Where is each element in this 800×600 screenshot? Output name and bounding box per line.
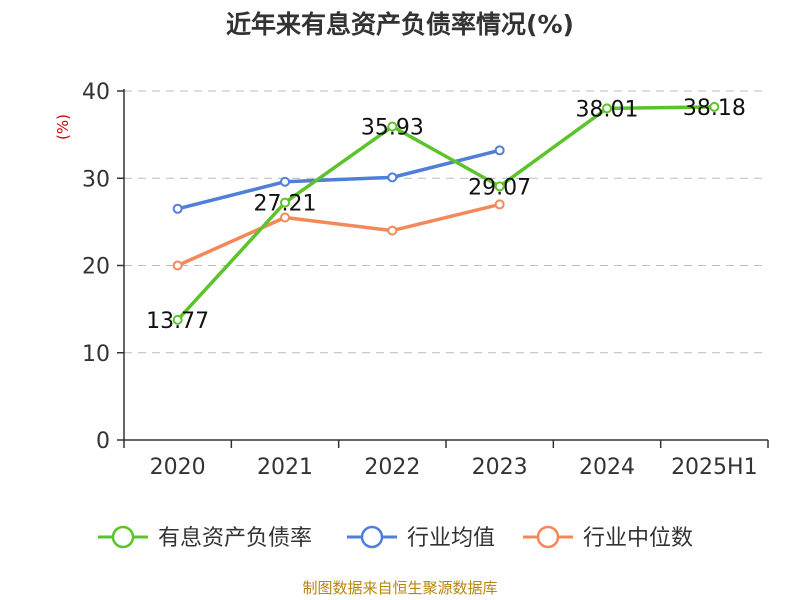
data-point xyxy=(280,197,290,208)
legend-label: 行业中位数 xyxy=(583,526,693,551)
series-layer: 13.77 27.21 35.93 29.07 38.01 38.18 xyxy=(146,96,746,334)
legend-item-2[interactable]: 行业中位数 xyxy=(523,525,693,551)
series-0 xyxy=(172,101,720,325)
legend-swatch-marker xyxy=(536,525,560,549)
x-tick-label: 2025H1 xyxy=(671,455,758,480)
data-point xyxy=(387,225,398,236)
x-tick-label: 2021 xyxy=(257,455,313,480)
data-label: 13.77 xyxy=(146,309,209,334)
legend-label: 行业均值 xyxy=(407,526,495,551)
series-line xyxy=(177,148,501,211)
data-label: 38.01 xyxy=(576,97,639,122)
y-tick-label: 10 xyxy=(82,342,110,367)
y-axis-label: (%) xyxy=(54,114,72,140)
x-tick-label: 2020 xyxy=(150,455,206,480)
data-label: 35.93 xyxy=(361,116,424,141)
data-point xyxy=(387,172,398,183)
y-tick-label: 0 xyxy=(96,429,110,454)
legend-item-0[interactable]: 有息资产负债率 xyxy=(98,525,312,551)
data-point xyxy=(172,314,183,325)
series-1 xyxy=(172,145,505,214)
data-label: 29.07 xyxy=(468,175,531,200)
legend-item-1[interactable]: 行业均值 xyxy=(347,525,495,551)
grid-lines xyxy=(124,90,768,354)
x-tick-label: 2022 xyxy=(364,455,420,480)
data-point xyxy=(387,121,398,132)
legend-swatch-marker xyxy=(111,525,135,549)
legend-swatch-marker xyxy=(360,525,384,549)
data-point xyxy=(172,203,183,214)
source-note: 制图数据来自恒生聚源数据库 xyxy=(302,579,497,597)
data-label: 38.18 xyxy=(683,96,746,121)
legend[interactable]: 有息资产负债率 行业均值 行业中位数 xyxy=(98,525,693,551)
data-point xyxy=(494,145,505,156)
y-tick-label: 40 xyxy=(82,80,110,105)
data-label: 27.21 xyxy=(254,192,317,217)
data-point xyxy=(602,103,612,114)
data-point xyxy=(172,260,183,271)
data-point xyxy=(494,199,505,210)
data-point xyxy=(494,181,505,192)
axes: 0 10 20 30 40 2020 2021 2022 2023 2024 2025H1 xyxy=(82,80,769,480)
x-tick-label: 2023 xyxy=(472,455,528,480)
series-2 xyxy=(172,199,505,271)
data-point xyxy=(280,176,290,187)
series-line xyxy=(176,105,715,322)
x-tick-label: 2024 xyxy=(579,455,635,480)
y-tick-label: 30 xyxy=(82,167,110,192)
data-point xyxy=(280,212,290,223)
y-tick-label: 20 xyxy=(82,255,110,280)
chart-title: 近年来有息资产负债率情况(%) xyxy=(226,10,574,39)
series-line xyxy=(176,202,501,268)
data-point xyxy=(709,101,720,112)
legend-label: 有息资产负债率 xyxy=(158,526,312,551)
